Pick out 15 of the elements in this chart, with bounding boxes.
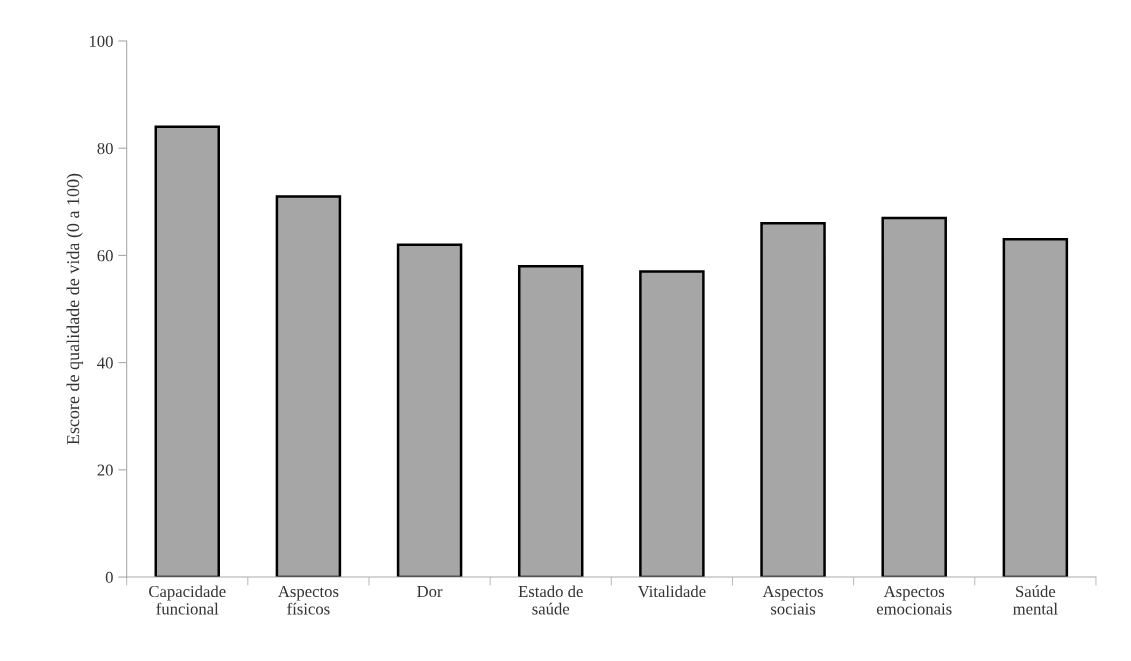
x-tick-label: Vitalidade (637, 585, 706, 598)
y-tick-label: 100 (89, 35, 113, 47)
x-tick-label: Capacidade funcional (149, 585, 226, 615)
x-tick-label: Saúde mental (1013, 585, 1058, 615)
y-tick-label: 20 (97, 464, 113, 476)
x-tick-label: Aspectos físicos (278, 585, 339, 615)
x-tick-label: Estado de saúde (518, 585, 583, 615)
x-tick-label: Aspectos emocionais (876, 585, 952, 615)
y-tick-label: 40 (97, 357, 113, 369)
y-tick-label: 0 (105, 571, 113, 583)
y-tick-label: 60 (97, 250, 113, 262)
y-axis-title: Escore de qualidade de vida (0 a 100) (66, 173, 83, 445)
y-tick-label: 80 (97, 142, 113, 155)
x-tick-label: Aspectos sociais (762, 585, 823, 615)
x-tick-label: Dor (417, 586, 443, 598)
